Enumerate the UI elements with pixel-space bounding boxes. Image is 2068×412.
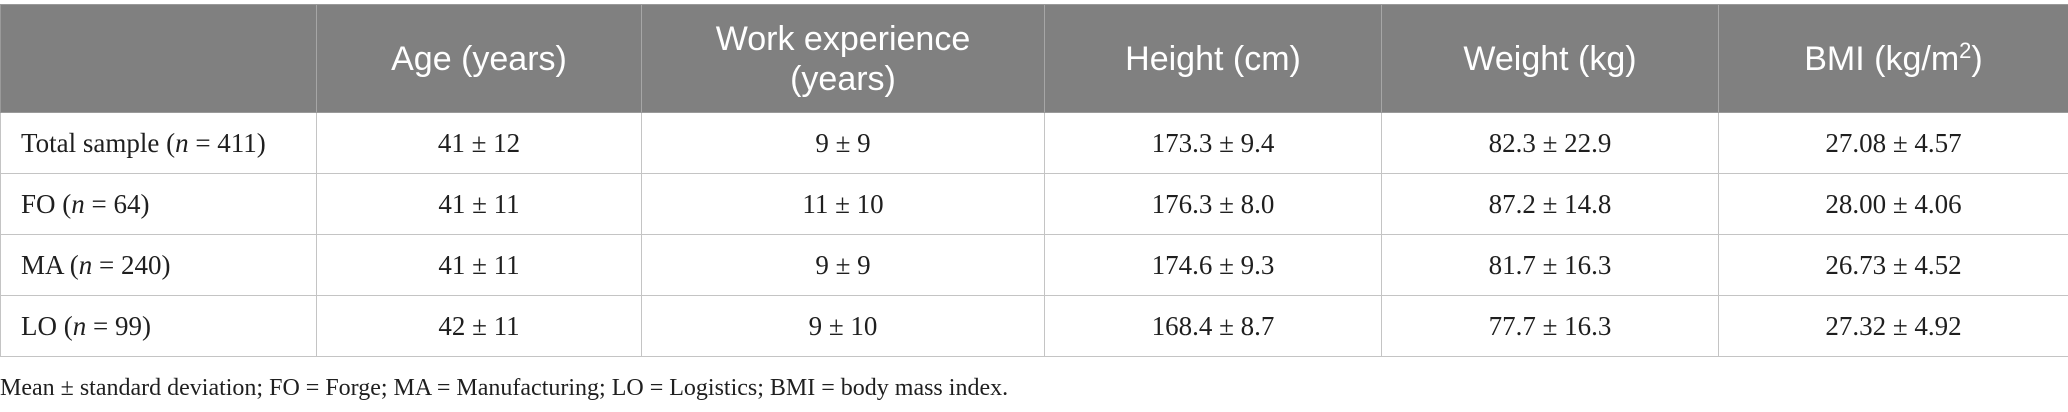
row-label-prefix: FO (: [21, 188, 72, 219]
cell-work-experience: 9 ± 9: [641, 234, 1045, 296]
cell-height: 173.3 ± 9.4: [1044, 112, 1382, 174]
row-label-n: n: [78, 249, 93, 280]
cell-weight: 77.7 ± 16.3: [1381, 295, 1719, 357]
cell-weight: 82.3 ± 22.9: [1381, 112, 1719, 174]
cell-height: 174.6 ± 9.3: [1044, 234, 1382, 296]
header-work-experience: Work experience (years): [641, 4, 1045, 113]
table-row: FO (n = 64) 41 ± 11 11 ± 10 176.3 ± 8.0 …: [0, 173, 2068, 235]
row-label-suffix: = 240): [92, 249, 171, 280]
cell-age: 41 ± 12: [316, 112, 642, 174]
cell-bmi: 27.08 ± 4.57: [1718, 112, 2068, 174]
header-bmi-label: BMI (kg/m: [1804, 39, 1960, 78]
header-weight: Weight (kg): [1381, 4, 1719, 113]
cell-weight: 87.2 ± 14.8: [1381, 173, 1719, 235]
table-header-row: Age (years) Work experience (years) Heig…: [0, 4, 2068, 113]
row-label-suffix: = 99): [86, 310, 151, 341]
row-label: LO (n = 99): [0, 295, 317, 357]
row-label: Total sample (n = 411): [0, 112, 317, 174]
header-bmi-superscript: 2: [1959, 37, 1972, 63]
row-label-prefix: Total sample (: [21, 127, 176, 158]
data-table-container: Age (years) Work experience (years) Heig…: [0, 4, 2068, 357]
cell-bmi: 26.73 ± 4.52: [1718, 234, 2068, 296]
row-label-n: n: [72, 310, 87, 341]
cell-age: 41 ± 11: [316, 234, 642, 296]
row-label-prefix: LO (: [21, 310, 73, 341]
cell-age: 42 ± 11: [316, 295, 642, 357]
table-row: LO (n = 99) 42 ± 11 9 ± 10 168.4 ± 8.7 7…: [0, 295, 2068, 357]
cell-work-experience: 9 ± 9: [641, 112, 1045, 174]
table-row: MA (n = 240) 41 ± 11 9 ± 9 174.6 ± 9.3 8…: [0, 234, 2068, 296]
cell-height: 168.4 ± 8.7: [1044, 295, 1382, 357]
row-label-suffix: = 64): [84, 188, 150, 219]
cell-age: 41 ± 11: [316, 173, 642, 235]
cell-bmi: 28.00 ± 4.06: [1718, 173, 2068, 235]
row-label-n: n: [175, 127, 189, 158]
table-footnote: Mean ± standard deviation; FO = Forge; M…: [0, 375, 1009, 401]
header-bmi-close: ): [1971, 39, 1983, 78]
row-label-prefix: MA (: [21, 249, 79, 280]
row-label-n: n: [71, 188, 85, 219]
row-label: FO (n = 64): [0, 173, 317, 235]
row-label-suffix: = 411): [188, 127, 266, 158]
header-bmi: BMI (kg/m2): [1718, 4, 2068, 113]
cell-height: 176.3 ± 8.0: [1044, 173, 1382, 235]
header-age: Age (years): [316, 4, 642, 113]
header-work-experience-label: Work experience (years): [715, 19, 971, 98]
header-height: Height (cm): [1044, 4, 1382, 113]
row-label: MA (n = 240): [0, 234, 317, 296]
cell-bmi: 27.32 ± 4.92: [1718, 295, 2068, 357]
cell-work-experience: 9 ± 10: [641, 295, 1045, 357]
header-empty-cell: [0, 4, 317, 113]
cell-work-experience: 11 ± 10: [641, 173, 1045, 235]
cell-weight: 81.7 ± 16.3: [1381, 234, 1719, 296]
table-row: Total sample (n = 411) 41 ± 12 9 ± 9 173…: [0, 112, 2068, 174]
descriptive-statistics-table: Age (years) Work experience (years) Heig…: [0, 4, 2068, 357]
